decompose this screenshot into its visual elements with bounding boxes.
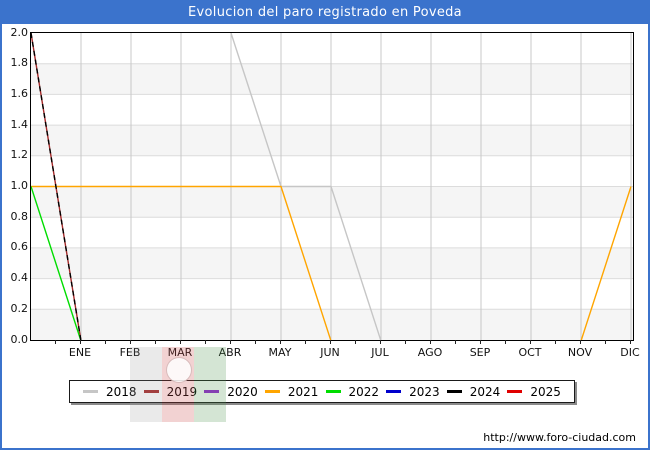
x-tick-label-jun: JUN bbox=[320, 346, 340, 359]
band bbox=[31, 125, 633, 156]
x-axis-tick bbox=[255, 340, 256, 344]
series-line-2018 bbox=[230, 33, 382, 340]
x-tick-label-nov: NOV bbox=[567, 346, 593, 359]
x-axis-tick bbox=[430, 340, 431, 344]
legend-swatch-2021 bbox=[264, 390, 280, 393]
x-axis-tick bbox=[480, 340, 481, 344]
legend-swatch-2025 bbox=[507, 390, 523, 393]
legend-label-2023: 2023 bbox=[409, 384, 440, 399]
x-tick-label-ene: ENE bbox=[68, 346, 92, 359]
legend-item-2018[interactable]: 2018 bbox=[83, 385, 137, 399]
legend-swatch-2018 bbox=[83, 390, 98, 393]
legend-item-2021[interactable]: 2021 bbox=[264, 384, 319, 399]
source-url[interactable]: http://www.foro-ciudad.com bbox=[483, 431, 636, 444]
legend-item-2020[interactable]: 2020 bbox=[204, 385, 258, 399]
y-tick-label: 1.2 bbox=[10, 148, 29, 162]
y-tick-label: 1.6 bbox=[10, 86, 29, 100]
legend-label-2022: 2022 bbox=[348, 384, 380, 399]
band bbox=[31, 309, 633, 340]
y-tick-label: 0.0 bbox=[10, 332, 29, 346]
x-tick-label-ago: AGO bbox=[417, 346, 443, 359]
x-axis-tick bbox=[380, 340, 381, 344]
y-tick-label: 2.0 bbox=[10, 25, 29, 39]
x-axis-tick bbox=[605, 340, 606, 344]
x-axis-tick bbox=[205, 340, 206, 344]
x-tick-label-dic: DIC bbox=[620, 346, 640, 359]
x-axis-tick bbox=[55, 340, 56, 344]
y-tick-label: 0.2 bbox=[10, 301, 29, 315]
x-axis-tick bbox=[555, 340, 556, 344]
x-axis-tick bbox=[305, 340, 306, 344]
x-axis-tick bbox=[330, 340, 331, 344]
x-axis-tick bbox=[580, 340, 581, 344]
legend-label-2018: 2018 bbox=[106, 384, 137, 399]
x-axis-tick bbox=[505, 340, 506, 344]
band bbox=[31, 63, 633, 95]
x-axis-tick bbox=[355, 340, 356, 344]
x-tick-label-oct: OCT bbox=[518, 346, 542, 359]
y-tick-label: 1.0 bbox=[10, 179, 29, 192]
x-axis-tick bbox=[80, 340, 81, 344]
legend-label-2020: 2020 bbox=[227, 384, 258, 399]
chart-legend: 2018 2019 2020 2021 2022 2023 2024 2025 bbox=[69, 380, 575, 403]
x-axis-tick bbox=[630, 340, 631, 344]
x-tick-label-sep: SEP bbox=[469, 346, 491, 359]
legend-label-2025: 2025 bbox=[530, 384, 561, 399]
x-tick-label-abr: ABR bbox=[218, 346, 242, 359]
y-tick-label: 1.4 bbox=[10, 117, 29, 131]
x-axis-tick bbox=[130, 340, 131, 344]
chart-title: Evolucion del paro registrado en Poveda bbox=[2, 2, 648, 24]
x-axis-tick bbox=[280, 340, 281, 344]
x-axis-tick bbox=[155, 340, 156, 344]
series-line-2022 bbox=[31, 186, 82, 340]
x-axis-tick bbox=[180, 340, 181, 344]
legend-label-2019: 2019 bbox=[166, 384, 198, 399]
legend-swatch-2024 bbox=[446, 390, 462, 393]
band bbox=[31, 247, 633, 279]
series-line-2021 bbox=[31, 185, 632, 340]
y-tick-label: 0.8 bbox=[10, 209, 29, 223]
y-tick-label: 0.4 bbox=[10, 271, 29, 285]
x-axis-tick bbox=[455, 340, 456, 344]
x-tick-label-feb: FEB bbox=[119, 346, 141, 359]
legend-item-2023[interactable]: 2023 bbox=[386, 385, 440, 399]
legend-item-2019[interactable]: 2019 bbox=[143, 384, 198, 399]
x-axis-tick bbox=[230, 340, 231, 344]
legend-item-2024[interactable]: 2024 bbox=[446, 384, 501, 399]
series-line-2019 bbox=[31, 33, 82, 340]
y-tick-label: 0.6 bbox=[10, 240, 29, 254]
legend-item-2025[interactable]: 2025 bbox=[507, 385, 561, 399]
plot-svg bbox=[31, 33, 633, 340]
legend-swatch-2023 bbox=[386, 390, 402, 393]
legend-swatch-2020 bbox=[204, 390, 220, 393]
legend-label-2024: 2024 bbox=[469, 384, 501, 399]
legend-label-2021: 2021 bbox=[287, 384, 319, 399]
legend-swatch-2022 bbox=[325, 390, 341, 393]
legend-swatch-2019 bbox=[143, 390, 159, 393]
x-tick-label-mar: MAR bbox=[167, 346, 193, 359]
x-axis-tick bbox=[530, 340, 531, 344]
x-axis-tick bbox=[405, 340, 406, 344]
legend-item-2022[interactable]: 2022 bbox=[325, 384, 380, 399]
x-tick-label-may: MAY bbox=[268, 346, 292, 359]
x-axis-tick bbox=[105, 340, 106, 344]
plot-area bbox=[30, 32, 634, 341]
x-tick-label-jul: JUL bbox=[371, 346, 389, 359]
y-tick-label: 1.8 bbox=[10, 56, 29, 70]
